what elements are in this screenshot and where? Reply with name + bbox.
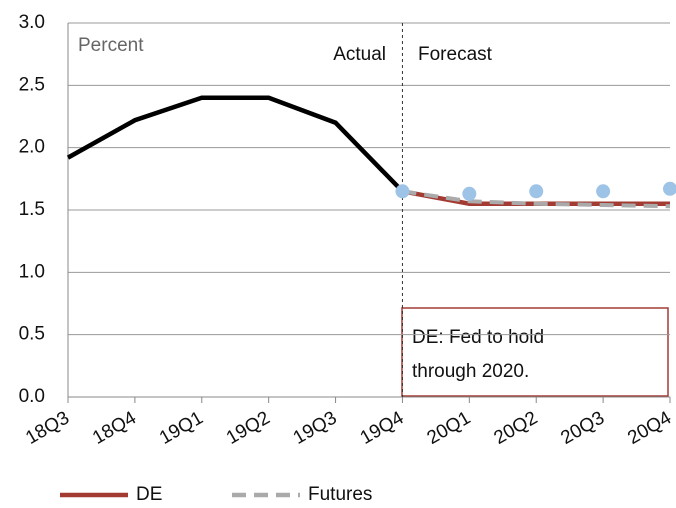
fomc-dot	[529, 184, 544, 199]
x-tick-label: 20Q4	[624, 407, 675, 449]
x-tick-label: 20Q2	[490, 407, 541, 448]
x-tick-label: 19Q2	[223, 407, 274, 448]
y-tick-label: 0.0	[19, 386, 45, 407]
y-tick-label: 0.5	[19, 324, 45, 345]
y-tick-label: 3.0	[19, 12, 45, 33]
y-tick-label: 2.0	[19, 137, 45, 158]
period-label: Actual	[333, 44, 386, 65]
y-tick-label: 1.0	[19, 261, 45, 282]
legend-label: DE	[136, 484, 162, 505]
x-tick-label: 18Q4	[89, 407, 140, 449]
x-tick-label: 20Q3	[557, 407, 608, 448]
series-line	[66, 95, 405, 193]
annotation-text: through 2020.	[412, 361, 529, 382]
y-tick-label: 1.5	[19, 199, 45, 220]
fomc-dot	[462, 186, 477, 201]
fomc-dot	[395, 184, 410, 199]
unit-label: Percent	[78, 35, 144, 56]
x-tick-label: 20Q1	[424, 407, 475, 448]
series-line	[402, 189, 671, 209]
fomc-dot	[663, 181, 676, 196]
y-tick-label: 2.5	[19, 74, 45, 95]
x-tick-label: 18Q3	[22, 407, 73, 448]
x-tick-label: 19Q3	[290, 407, 341, 448]
annotation-text: DE: Fed to hold	[412, 327, 544, 348]
annotation-box	[401, 307, 669, 397]
period-label: Forecast	[418, 44, 493, 65]
x-tick-label: 19Q4	[357, 407, 408, 449]
legend-label: Futures	[308, 484, 372, 505]
x-tick-label: 19Q1	[156, 407, 207, 448]
fomc-dot	[596, 184, 611, 199]
